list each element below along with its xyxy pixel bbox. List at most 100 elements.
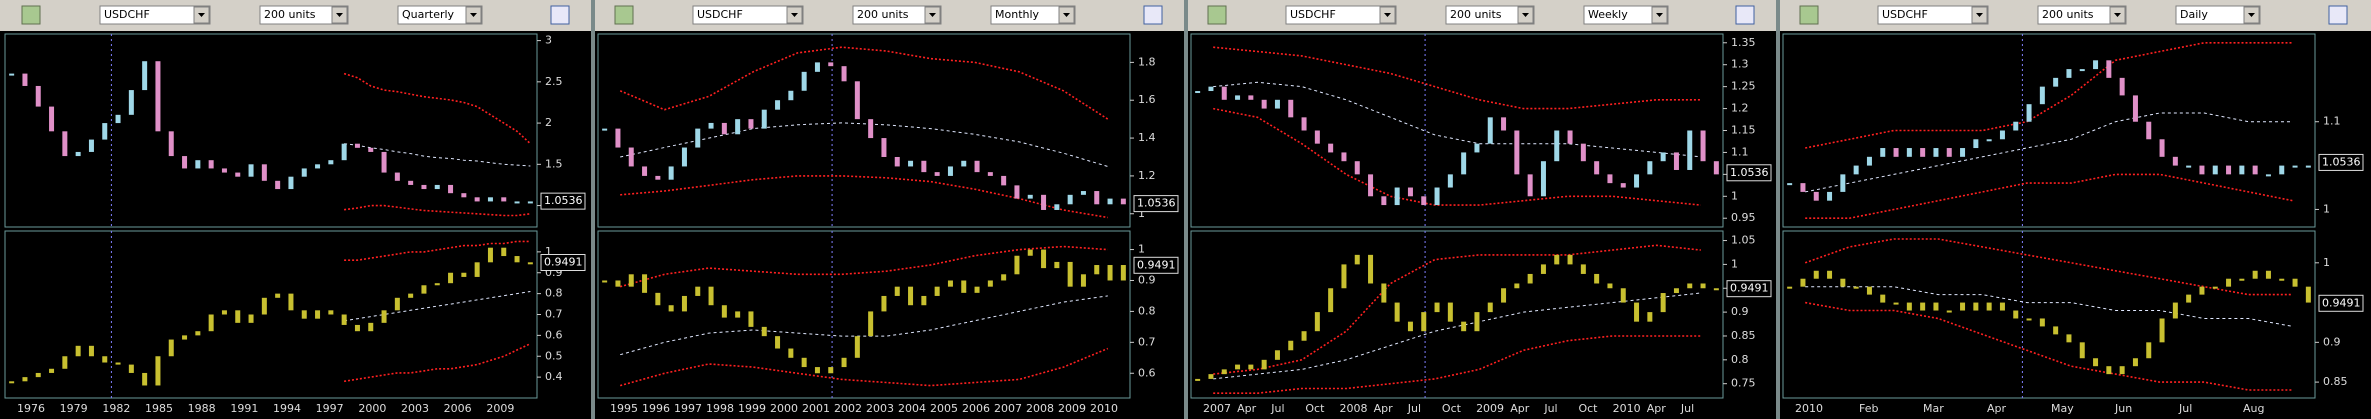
combo-text[interactable]: 200 units [857, 8, 909, 21]
indicator-bar [2013, 310, 2019, 319]
band-line [620, 175, 1108, 219]
candle [1880, 148, 1886, 157]
tool-icon[interactable] [1207, 5, 1227, 25]
indicator-bar [2279, 278, 2285, 281]
indicator-bar [2026, 318, 2032, 321]
panel-divider [1776, 0, 1780, 419]
candle [527, 201, 533, 204]
indicator-bar [1381, 283, 1387, 303]
combo-box[interactable] [2037, 5, 2127, 25]
mid-band [344, 291, 531, 322]
last-value-label: 0.9491 [2322, 296, 2361, 309]
candle [1580, 143, 1586, 162]
indicator-bar [1487, 302, 1493, 313]
combo-text[interactable]: Weekly [1588, 8, 1628, 21]
y-tick-label: 0.6 [1138, 366, 1156, 379]
x-tick-label: 2003 [401, 402, 429, 415]
indicator-bar [961, 280, 967, 293]
indicator-bar [195, 331, 201, 336]
band-line [343, 204, 531, 217]
candle [775, 100, 781, 110]
combo-box[interactable] [99, 5, 211, 25]
last-value-box [1726, 164, 1772, 182]
combo-text[interactable]: USDCHF [104, 8, 150, 21]
indicator-bar [1461, 321, 1467, 332]
combo-box[interactable] [259, 5, 349, 25]
combo-arrow [1063, 13, 1070, 17]
combo-text[interactable]: 200 units [2042, 8, 2094, 21]
x-tick-label: 1996 [642, 402, 670, 415]
y-tick-label: 1.1 [1731, 145, 1749, 158]
tool-icon[interactable] [2328, 5, 2348, 25]
y-tick-label: 0.9 [1731, 305, 1749, 318]
y-tick-label: 1.6 [1138, 93, 1156, 106]
y-tick-label: 1 [1138, 243, 1145, 256]
indicator-bar [721, 305, 727, 318]
combo-box[interactable] [1583, 5, 1669, 25]
x-tick-label: Jul [1680, 402, 1694, 415]
tool-icon[interactable] [1799, 5, 1819, 25]
candle [1248, 95, 1254, 100]
candle [2305, 165, 2311, 168]
candle [894, 156, 900, 167]
combo-box[interactable] [397, 5, 483, 25]
candle [1067, 194, 1073, 205]
tool-icon[interactable] [614, 5, 634, 25]
combo-text[interactable]: Daily [2180, 8, 2208, 21]
combo-text[interactable]: Monthly [995, 8, 1040, 21]
x-tick-label: Jul [2178, 402, 2192, 415]
candle [1394, 187, 1400, 206]
combo-text[interactable]: USDCHF [1882, 8, 1928, 21]
x-tick-label: Aug [2243, 402, 2264, 415]
x-tick-label: Oct [1442, 402, 1462, 415]
candle [2079, 69, 2085, 72]
candle [1673, 152, 1679, 170]
combo-box[interactable] [1877, 5, 1989, 25]
candle [934, 172, 940, 176]
y-tick-label: 0.7 [1138, 335, 1156, 348]
candle [368, 147, 374, 152]
tool-icon[interactable] [1735, 5, 1755, 25]
tool-icon[interactable] [1143, 5, 1163, 25]
mid-band [1805, 286, 2293, 327]
indicator-bar [2292, 278, 2298, 287]
indicator-bar [2199, 286, 2205, 295]
y-tick-label: 0.4 [545, 370, 563, 383]
y-tick-label: 1.25 [1731, 80, 1756, 93]
y-tick-label: 1 [1138, 207, 1145, 220]
indicator-bar [602, 280, 608, 283]
y-tick-label: 0.85 [2323, 375, 2348, 388]
combo-box[interactable] [852, 5, 942, 25]
candle [115, 114, 121, 124]
candle [2172, 156, 2178, 166]
tool-icon[interactable] [21, 5, 41, 25]
combo-text[interactable]: USDCHF [697, 8, 743, 21]
indicator-bar [1660, 293, 1666, 313]
band-line [1805, 173, 2293, 219]
combo-box[interactable] [2175, 5, 2261, 25]
candle [1960, 148, 1966, 157]
tool-icon[interactable] [550, 5, 570, 25]
combo-text[interactable]: 200 units [1450, 8, 1502, 21]
candle [434, 184, 440, 190]
candle [1501, 117, 1507, 131]
y-tick-label: 0.5 [545, 349, 563, 362]
combo-box[interactable] [692, 5, 804, 25]
indicator-bar [1933, 302, 1939, 311]
indicator-bar [1580, 264, 1586, 274]
candle [1800, 183, 1806, 192]
candle [1368, 174, 1374, 197]
indicator-bar [1906, 302, 1912, 311]
plot-area [1782, 230, 2316, 399]
combo-box[interactable] [1285, 5, 1397, 25]
indicator-bar [49, 368, 55, 373]
indicator-bar [1341, 264, 1347, 289]
combo-text[interactable]: USDCHF [1290, 8, 1336, 21]
indicator-bar [75, 345, 81, 357]
combo-text[interactable]: 200 units [264, 8, 316, 21]
candle [681, 147, 687, 167]
candle [2226, 165, 2232, 175]
combo-text[interactable]: Quarterly [402, 8, 455, 21]
combo-box[interactable] [1445, 5, 1535, 25]
combo-box[interactable] [990, 5, 1076, 25]
